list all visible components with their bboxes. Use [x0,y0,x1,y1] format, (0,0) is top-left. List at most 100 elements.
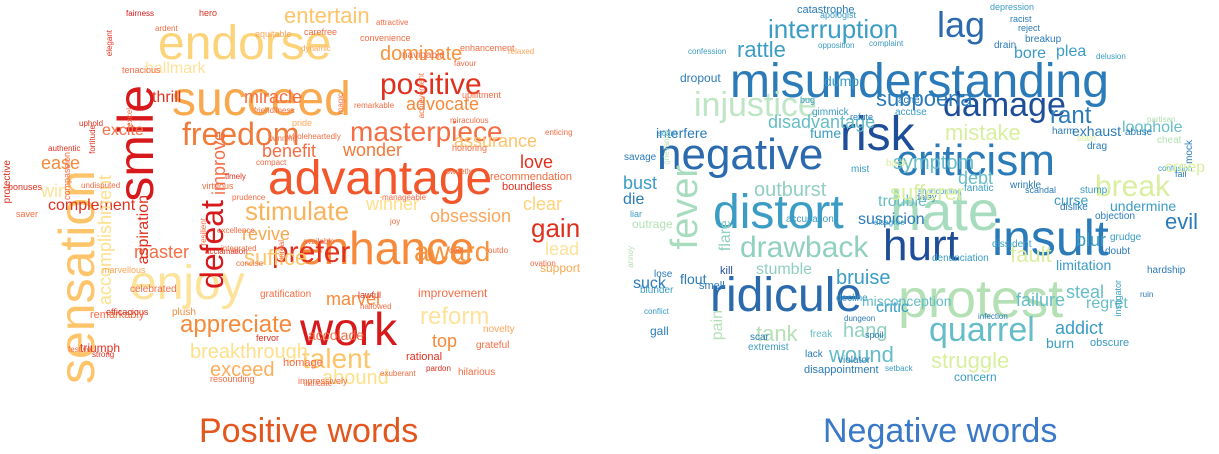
word-dungeon: dungeon [844,314,876,323]
word-shortcoming: shortcoming [918,187,962,196]
word-winner: winner [366,194,420,214]
word-freedom: freedom [182,116,300,152]
word-suck: suck [633,275,666,292]
word-fail: fail [1175,169,1187,179]
word-negative: negative [657,130,824,179]
word-disagree: disagree [874,218,905,227]
word-manageable: manageable [382,193,427,202]
word-setback: setback [885,364,913,373]
word-hardship: hardship [1147,265,1186,276]
word-wholeheartedly: wholeheartedly [287,132,341,141]
word-flout: flout [680,271,707,287]
word-ache: ache [898,95,920,106]
word-carefree: carefree [304,27,338,37]
word-burn: burn [1046,335,1075,351]
word-friendliness: friendliness [254,106,295,115]
word-complaint: complaint [869,39,904,48]
word-plush: plush [172,307,196,318]
word-infection: infection [978,312,1008,321]
word-violator: violator [838,355,871,366]
word-extremist: extremist [748,342,789,353]
word-grievance: grievance [662,130,671,165]
word-blunder: blunder [640,285,674,296]
word-resilient: resilient [199,218,208,246]
word-available: available [303,237,335,246]
word-partisan: partisan [1147,115,1176,124]
word-integrated: integrated [221,244,257,253]
word-flare: flare [717,220,734,252]
word-drain: drain [994,40,1017,51]
word-refute: refute [850,112,874,122]
word-fume: fume [810,125,842,141]
negative-words-caption: Negative words [823,412,1058,450]
word-aspiration: aspiration [135,195,152,265]
word-confession: confession [688,47,727,56]
word-novelty: novelty [483,324,515,335]
word-back: back [886,158,908,169]
word-cool: cool [449,246,464,255]
word-lag: lag [937,4,986,45]
word-struggle: struggle [931,348,1010,373]
word-racist: racist [1010,14,1032,24]
word-advocate: advocate [406,94,480,114]
word-stump: stump [1080,185,1108,196]
word-kill: kill [720,265,733,277]
word-winning: winning [270,134,298,143]
word-harm: harm [1052,126,1075,137]
word-uphold: uphold [79,119,104,128]
word-sufferer: sufferer [890,180,965,205]
word-depression: depression [990,2,1035,12]
word-enticing: enticing [545,128,573,137]
word-gimmick: gimmick [812,107,849,118]
word-dominate: dominate [380,43,463,65]
word-abuse: abuse [1125,127,1153,138]
word-ruin: ruin [1140,290,1154,299]
word-support: support [540,261,580,275]
word-pride: pride [292,118,313,128]
word-pardon: pardon [426,364,451,373]
word-conflict: conflict [644,307,669,316]
word-objection: objection [1095,211,1136,222]
word-unreal: unreal [277,240,286,263]
word-exceed: exceed [210,359,275,381]
word-joy: joy [390,217,401,226]
word-plea: plea [1056,43,1087,60]
word-stumble: stumble [756,261,813,278]
word-fairness: fairness [126,9,155,18]
word-stain: stain [1077,133,1097,143]
word-mist: mist [851,164,870,175]
word-favour: favour [454,59,477,68]
word-delusion: delusion [1096,52,1126,61]
word-hurt: hurt [883,221,959,270]
positive-word-cloud: advantage enhance succeed endorse enjoy sensa… [0,0,580,400]
word-distort: distort [713,186,844,239]
word-succeed: succeed [172,73,351,126]
word-wonder: wonder [343,140,403,160]
word-accusation: accusation [786,214,834,225]
word-prefer: prefer [272,236,351,269]
word-appreciate: appreciate [180,311,293,338]
negative-word-cloud: misunderstanding risk negative criticism hat… [600,0,1219,400]
word-quarrel: quarrel [929,311,1035,349]
word-breakup: breakup [1025,34,1062,45]
word-ridicule: ridicule [710,269,863,322]
word-fever: fever [664,165,706,250]
word-trouble: trouble [878,193,927,210]
word-limitation: limitation [1056,257,1112,273]
word-win: win [41,181,69,201]
word-acclamation: acclamation [205,247,248,256]
word-enhancement: enhancement [460,43,515,53]
word-ovation: ovation [530,259,556,268]
word-enhance: enhance [298,222,475,274]
word-lose: lose [654,269,673,280]
word-bore: bore [1014,45,1047,62]
word-freak: freak [810,329,833,340]
word-apologist: apologist [820,10,857,20]
word-damage: damage [943,86,1066,124]
word-attractive: attractive [376,18,409,27]
word-risk: risk [840,108,915,161]
word-work: work [300,303,398,355]
word-hallmark: hallmark [145,60,206,77]
word-equitable: equitable [255,29,292,39]
word-revive: revive [242,224,291,244]
